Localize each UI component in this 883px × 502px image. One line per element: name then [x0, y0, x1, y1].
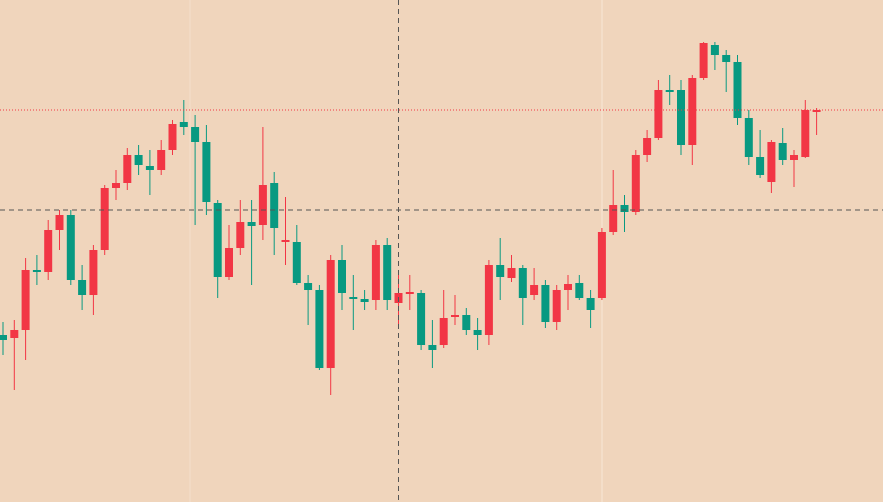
candle-body — [32, 270, 41, 272]
candle-body — [620, 205, 629, 212]
candle-body — [699, 43, 708, 78]
candle-body — [767, 142, 776, 182]
candle-body — [575, 283, 584, 298]
candle-body — [507, 268, 516, 278]
candle-body — [360, 299, 369, 302]
candle-body — [462, 315, 471, 330]
candle-body — [722, 55, 731, 62]
candle-body — [66, 215, 75, 280]
candle-body — [665, 90, 674, 92]
candle-body — [304, 283, 313, 290]
candle-body — [270, 183, 279, 228]
candle-body — [44, 230, 53, 272]
candle-body — [778, 143, 787, 160]
candle-body — [145, 166, 154, 170]
candle-body — [518, 268, 527, 298]
candle-body — [417, 293, 426, 345]
candle-body — [801, 110, 810, 157]
candle-body — [484, 265, 493, 335]
candle-body — [473, 330, 482, 335]
candle-body — [586, 298, 595, 310]
candle-body — [349, 297, 358, 299]
candle-body — [756, 157, 765, 175]
candle-body — [55, 215, 64, 230]
candle-body — [733, 62, 742, 118]
candle-body — [326, 260, 335, 368]
candle-body — [100, 188, 109, 250]
candle-body — [654, 90, 663, 138]
candle-body — [710, 45, 719, 55]
candle-body — [597, 232, 606, 298]
candle-body — [530, 285, 539, 295]
candle-body — [0, 335, 7, 340]
candle-body — [123, 155, 132, 183]
candle-body — [609, 205, 618, 232]
candle-body — [338, 260, 346, 293]
candle-body — [405, 292, 414, 294]
candle-body — [744, 118, 753, 157]
candle-body — [236, 222, 245, 248]
candle-body — [383, 245, 392, 300]
candle-body — [78, 280, 87, 295]
candle-body — [315, 290, 324, 368]
candle-body — [179, 122, 188, 127]
candle-body — [552, 290, 561, 322]
candle-body — [247, 222, 256, 226]
candle-body — [371, 245, 380, 300]
candle-body — [541, 285, 550, 322]
candle-body — [89, 250, 98, 295]
candle-body — [202, 142, 211, 202]
candle-body — [168, 124, 177, 150]
candle-body — [631, 155, 640, 212]
candle-body — [112, 183, 120, 188]
candle-body — [21, 270, 30, 330]
candle-body — [213, 203, 222, 277]
candle-body — [496, 265, 505, 277]
candle-body — [191, 127, 200, 142]
candle-body — [643, 138, 652, 155]
candle-body — [10, 330, 19, 338]
candle-body — [225, 248, 233, 277]
candle-body — [564, 284, 572, 290]
candle-body — [281, 240, 290, 242]
candle-body — [292, 242, 301, 283]
candle-body — [677, 90, 685, 145]
candle-body — [439, 318, 448, 345]
candle-body — [812, 110, 821, 112]
candle-body — [134, 155, 143, 165]
candle-body — [451, 315, 459, 317]
candle-body — [790, 155, 798, 160]
candle-body — [157, 150, 166, 170]
candle-body — [428, 345, 437, 350]
candle-body — [258, 185, 267, 225]
candle-body — [688, 78, 697, 145]
